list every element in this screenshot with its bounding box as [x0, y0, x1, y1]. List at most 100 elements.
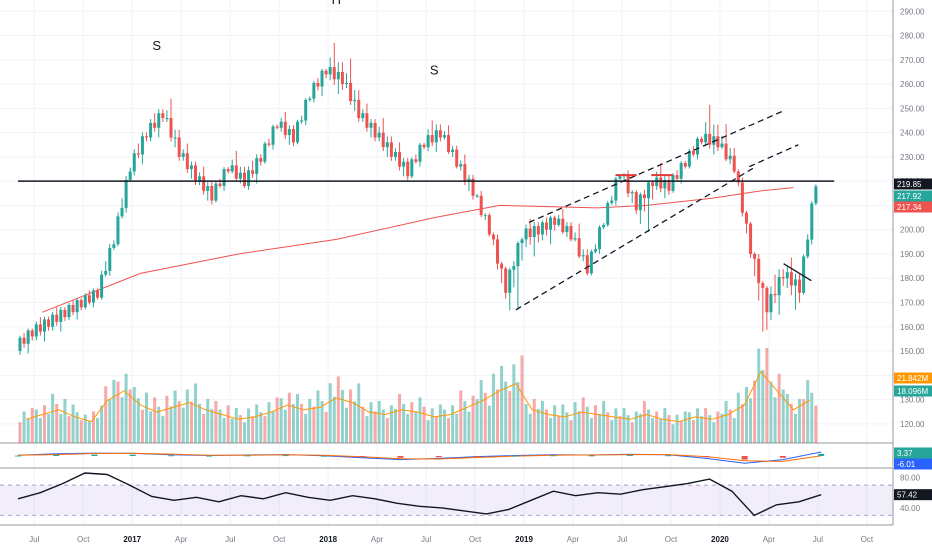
price-tag-bg	[894, 372, 932, 384]
volume-bar	[157, 406, 161, 443]
candle-body	[422, 144, 426, 148]
candle-body	[332, 67, 336, 80]
volume-bar	[75, 412, 79, 443]
volume-bar	[508, 391, 512, 443]
y-tick-label: 200.00	[900, 226, 925, 235]
candle-body	[508, 269, 512, 293]
volume-bar	[308, 398, 312, 443]
volume-bar	[251, 416, 255, 443]
volume-bar	[104, 386, 108, 443]
candles	[18, 42, 818, 355]
volume-bar	[516, 382, 520, 443]
volume-bar	[124, 373, 128, 443]
volume-bar	[471, 395, 475, 443]
macd-histogram-bar	[626, 455, 633, 456]
pattern-label: H	[332, 0, 341, 7]
y-tick-label: 280.00	[900, 32, 925, 41]
candle-body	[275, 126, 279, 128]
volume-bar	[512, 364, 516, 443]
candle-body	[430, 135, 434, 143]
rsi-line	[17, 472, 822, 517]
candle-body	[398, 152, 402, 167]
candle-body	[336, 71, 340, 80]
candle-body	[104, 270, 108, 275]
candle-body	[247, 170, 251, 187]
candle-body	[720, 143, 724, 148]
volume-bar	[638, 413, 642, 443]
candle-body	[700, 138, 704, 143]
volume-bar	[655, 411, 659, 443]
volume-bar	[414, 411, 418, 443]
candle-body	[328, 67, 332, 75]
candle-body	[185, 153, 189, 170]
macd-histogram-bar	[741, 456, 748, 460]
macd-histogram-bar	[14, 455, 21, 457]
volume-bar	[483, 392, 487, 443]
volume-bar	[732, 418, 736, 443]
volume-bar	[467, 411, 471, 443]
candle-body	[345, 82, 349, 85]
macd-histogram-bar	[588, 455, 595, 457]
volume-bar	[324, 411, 328, 443]
volume-bar	[316, 390, 320, 443]
candle-body	[87, 295, 91, 303]
candle-body	[193, 165, 197, 182]
x-tick-label: Jul	[421, 535, 431, 544]
volume-bar	[602, 400, 606, 443]
candle-body	[630, 192, 634, 194]
candle-body	[34, 324, 38, 337]
candle-body	[140, 136, 144, 155]
candle-body	[320, 70, 324, 87]
volume-bar	[700, 416, 704, 443]
candle-body	[291, 128, 295, 143]
candle-body	[353, 99, 357, 102]
candle-body	[549, 217, 553, 230]
volume-bar	[451, 405, 455, 443]
volume-bar	[691, 420, 695, 443]
volume-bar	[26, 418, 30, 443]
volume-bar	[193, 383, 197, 443]
candle-body	[267, 143, 271, 145]
x-tick-label: 2017	[123, 535, 141, 544]
candle-body	[365, 113, 369, 128]
price-labels: 219.85 217.92 217.34 21.842M 18.096M 3.37 -6.0…	[894, 178, 932, 501]
volume-bar	[430, 408, 434, 443]
candle-body	[112, 244, 116, 248]
volume-bar	[500, 365, 504, 443]
candle-body	[145, 136, 149, 138]
candle-body	[557, 218, 561, 225]
price-tag-label: 217.34	[897, 203, 922, 212]
macd-pane	[14, 451, 825, 464]
channel-upper-extension	[749, 144, 799, 168]
candle-body	[500, 263, 504, 269]
candle-body	[565, 226, 569, 233]
price-tag-label: -6.01	[897, 460, 916, 469]
volume-bar	[810, 392, 814, 443]
price-tag-label: 217.92	[897, 192, 922, 201]
candle-body	[667, 179, 671, 191]
price-tag-label: 57.42	[897, 491, 918, 500]
volume-bar	[222, 418, 226, 443]
candle-body	[696, 138, 700, 155]
volume-bar	[557, 416, 561, 443]
x-tick-label: Apr	[371, 535, 384, 544]
volume-bar	[720, 413, 724, 443]
volume-bar	[389, 405, 393, 443]
volume-bar	[189, 401, 193, 443]
y-tick-label: 170.00	[900, 299, 925, 308]
volume-bar	[22, 411, 26, 443]
candle-body	[687, 150, 691, 167]
candle-body	[626, 175, 630, 194]
volume-bar	[696, 408, 700, 443]
candle-body	[173, 137, 177, 139]
candle-body	[728, 155, 732, 160]
volume-bar	[447, 418, 451, 443]
candle-body	[169, 118, 173, 138]
volume-bar	[589, 418, 593, 443]
volume-bar	[781, 389, 785, 443]
volume-bar	[161, 415, 165, 443]
x-tick-label: 2020	[711, 535, 729, 544]
macd-histogram-bar	[435, 456, 442, 458]
candle-body	[108, 247, 112, 271]
